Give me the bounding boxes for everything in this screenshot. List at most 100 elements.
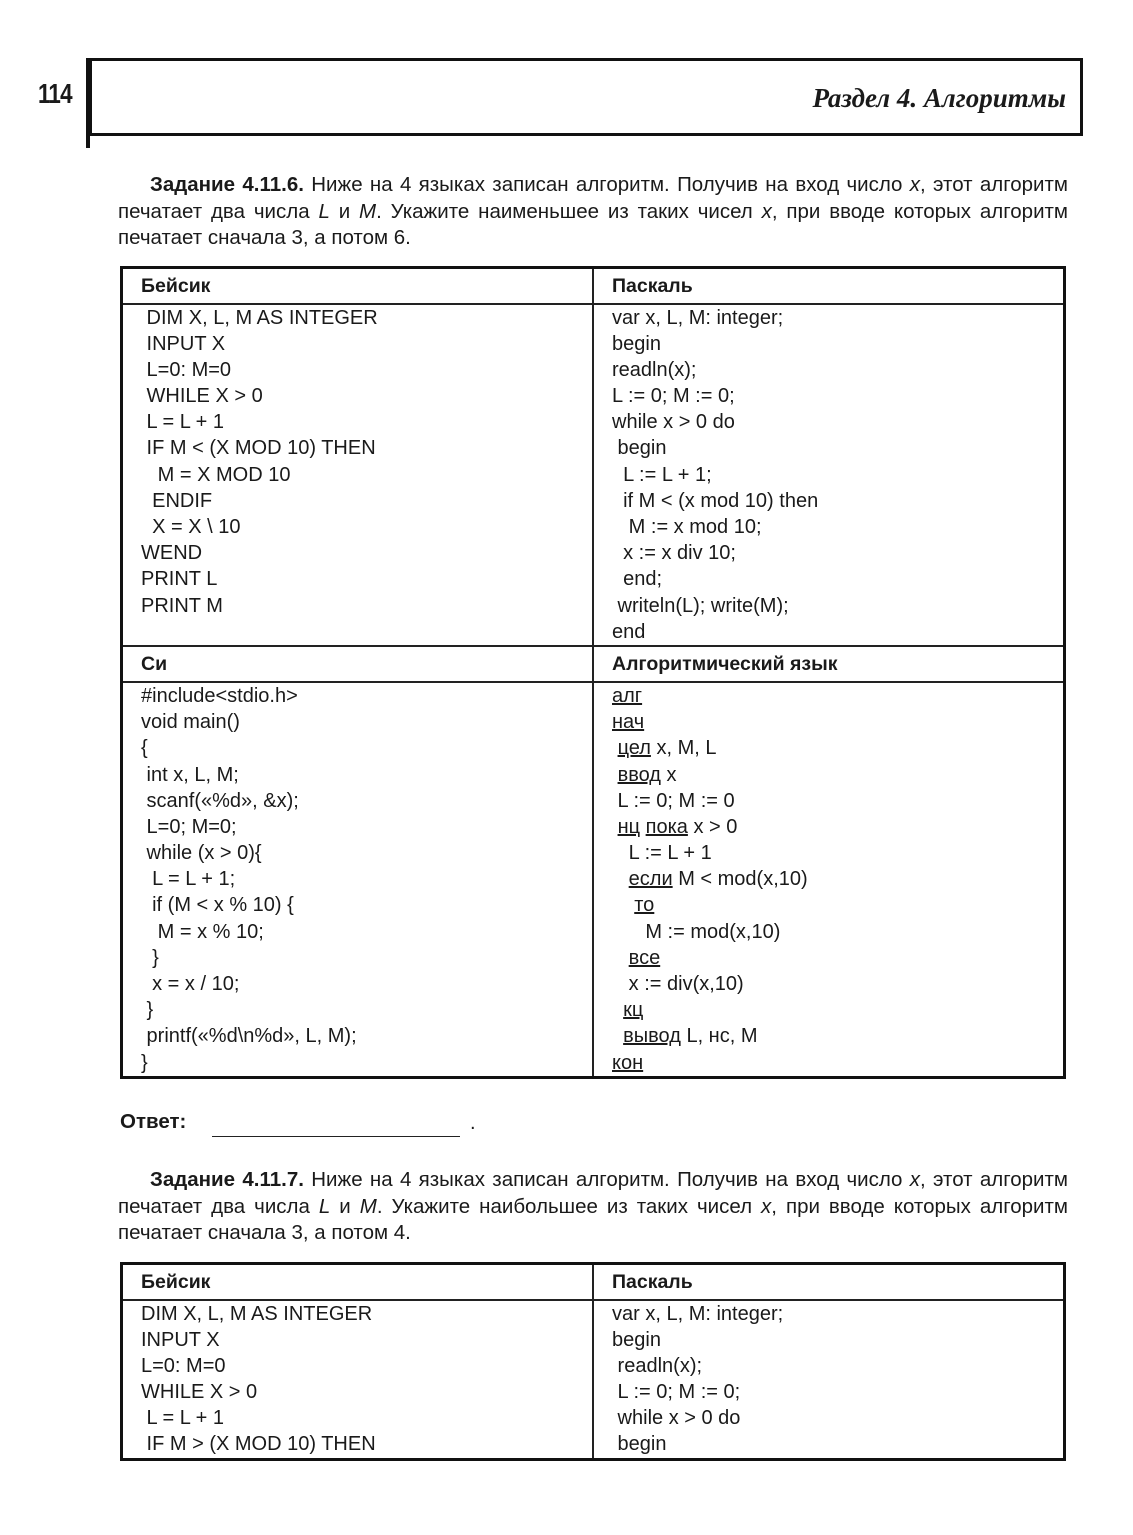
code-line: L=0; M=0;	[141, 814, 592, 840]
code-text: writeln(L); write(M);	[612, 594, 789, 617]
keyword: ввод	[617, 763, 661, 786]
code-text: end;	[612, 568, 663, 591]
code-text: DIM X, L, M AS INTEGER	[141, 1302, 373, 1325]
code-text: {	[141, 737, 148, 760]
task-text: . Укажите наименьшее из таких чисел	[376, 199, 762, 223]
page-number: 114	[38, 78, 73, 109]
code-text: printf(«%d\n%d», L, M);	[141, 1025, 357, 1048]
code-line: int x, L, M;	[141, 762, 592, 788]
code-line: end;	[612, 566, 1063, 592]
code-text: }	[141, 1051, 148, 1074]
code-text: L := 0; M := 0	[612, 789, 735, 812]
code-text: if M < (x mod 10) then	[612, 489, 819, 512]
code-text: L := L + 1;	[612, 463, 712, 486]
code-line: readln(x);	[612, 357, 1063, 383]
code-line: x := div(x,10)	[612, 971, 1063, 997]
task-4-11-7: Задание 4.11.7. Ниже на 4 языках записан…	[118, 1167, 1068, 1247]
code-text	[612, 1025, 623, 1047]
code-text	[612, 868, 629, 890]
code-text: L, нс, M	[680, 1025, 758, 1048]
task-text: L	[318, 1194, 331, 1218]
code-text: begin	[612, 1433, 667, 1456]
code-line: }	[141, 997, 592, 1023]
code-text: WEND	[141, 542, 203, 565]
code-text: while (x > 0){	[141, 842, 262, 865]
code-line: нач	[612, 709, 1063, 735]
code-line: L := 0; M := 0;	[612, 383, 1063, 409]
code-line: ENDIF	[141, 488, 592, 514]
code-line: DIM X, L, M AS INTEGER	[141, 1301, 592, 1327]
code-line: void main()	[141, 709, 592, 735]
code-line: printf(«%d\n%d», L, M);	[141, 1023, 592, 1049]
code-text: readln(x);	[612, 358, 697, 381]
keyword: вывод	[623, 1025, 681, 1048]
code-line: while (x > 0){	[141, 840, 592, 866]
header-basic: Бейсик	[120, 266, 594, 305]
code-line: writeln(L); write(M);	[612, 593, 1063, 619]
code-line: begin	[612, 435, 1063, 461]
code-text: x > 0	[687, 815, 738, 838]
code-table-1: Бейсик Паскаль DIM X, L, M AS INTEGER IN…	[120, 266, 1066, 1079]
code-line: if (M < x % 10) {	[141, 892, 592, 918]
task-text: M	[359, 199, 377, 223]
code-line: нц пока x > 0	[612, 814, 1063, 840]
header-basic: Бейсик	[120, 1262, 594, 1301]
code-text: L=0: M=0	[141, 1354, 226, 1377]
keyword: алг	[612, 684, 643, 707]
code-text: begin	[612, 437, 667, 460]
code-line: L = L + 1	[141, 409, 592, 435]
code-text: L=0; M=0;	[141, 815, 237, 838]
code-text: INPUT X	[141, 1328, 220, 1351]
answer-field[interactable]	[212, 1136, 460, 1137]
code-text: IF M > (X MOD 10) THEN	[141, 1433, 376, 1456]
task-text: x	[909, 173, 921, 196]
code-line: {	[141, 735, 592, 761]
code-line: L = L + 1;	[141, 866, 592, 892]
keyword: если	[628, 868, 673, 891]
code-text: x := div(x,10)	[612, 973, 744, 995]
code-line: while x > 0 do	[612, 1405, 1063, 1431]
code-text: void main()	[141, 711, 240, 734]
header-alg: Алгоритмический язык	[592, 644, 1066, 683]
task-text: , этот алгоритм печатает два числа	[118, 173, 1068, 223]
code-line: begin	[612, 331, 1063, 357]
code-line: PRINT M	[141, 593, 592, 619]
keyword: нц	[617, 815, 641, 838]
code-text: readln(x);	[612, 1354, 703, 1377]
code-text: ENDIF	[141, 489, 213, 512]
task-text: M	[359, 1194, 377, 1218]
task-text: , при вводе которых алгоритм печатает сн…	[118, 199, 1068, 250]
code-line: вывод L, нс, M	[612, 1023, 1063, 1049]
task-text: Ниже на 4 языках записан алгоритм. Получ…	[303, 173, 910, 196]
code-alg: алг нач цел x, M, L ввод x L := 0; M := 0…	[592, 680, 1066, 1079]
keyword: то	[634, 894, 655, 917]
code-line: begin	[612, 1431, 1063, 1457]
code-line: все	[612, 945, 1063, 971]
code-text: while x > 0 do	[612, 1407, 741, 1430]
answer-label: Ответ:	[120, 1110, 187, 1133]
code-line: M = x % 10;	[141, 919, 592, 945]
code-line: L=0: M=0	[141, 357, 592, 383]
code-text: int x, L, M;	[141, 763, 239, 786]
code-text: M = X MOD 10	[141, 463, 291, 486]
code-text: PRINT M	[141, 594, 223, 617]
code-text: x := x div 10;	[612, 542, 736, 565]
code-line: IF M > (X MOD 10) THEN	[141, 1431, 592, 1457]
keyword: кц	[623, 999, 644, 1022]
answer-period: .	[470, 1112, 476, 1134]
code-text: L = L + 1	[141, 411, 225, 434]
task-text: x	[909, 1168, 921, 1191]
code-line: #include<stdio.h>	[141, 683, 592, 709]
code-line: L := 0; M := 0	[612, 788, 1063, 814]
code-line: DIM X, L, M AS INTEGER	[141, 305, 592, 331]
header-pascal: Паскаль	[592, 1262, 1066, 1301]
task-text: , этот алгоритм печатает два числа	[118, 1168, 1068, 1218]
code-basic: DIM X, L, M AS INTEGER INPUT X L=0: M=0 WHI…	[120, 1298, 594, 1461]
code-line: end	[612, 619, 1063, 645]
code-text: scanf(«%d», &x);	[141, 789, 299, 812]
code-text: M = x % 10;	[141, 920, 264, 943]
code-line: scanf(«%d», &x);	[141, 788, 592, 814]
code-line: IF M < (X MOD 10) THEN	[141, 435, 592, 461]
code-line: X = X \ 10	[141, 514, 592, 540]
section-title: Раздел 4. Алгоритмы	[812, 83, 1066, 113]
